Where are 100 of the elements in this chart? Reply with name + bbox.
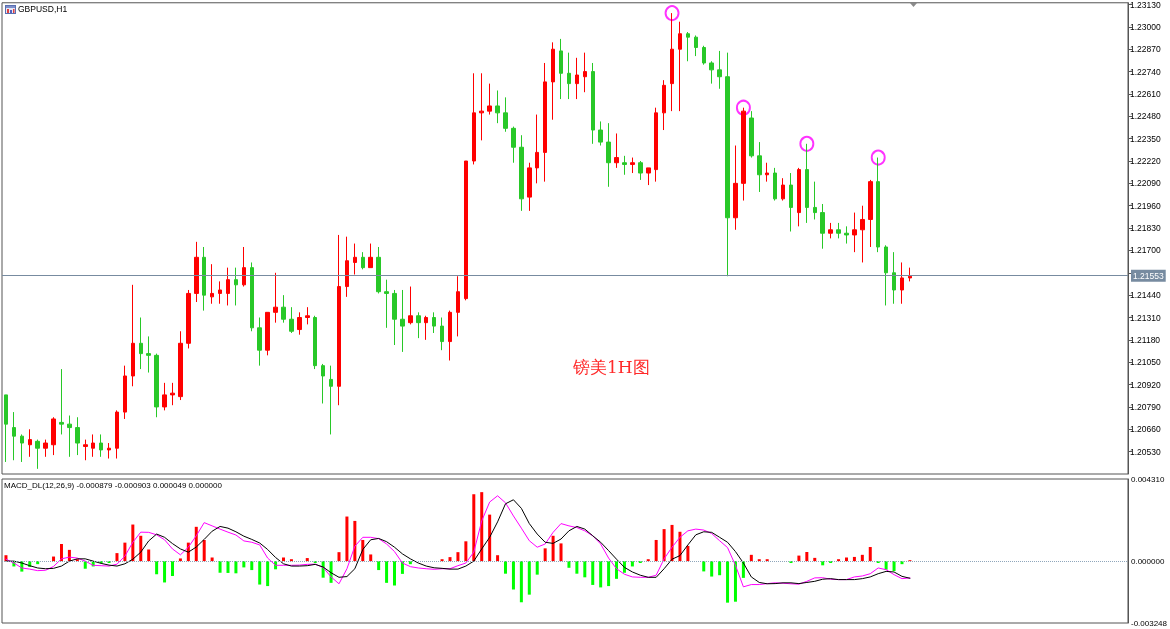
bar — [868, 547, 872, 562]
candlestick — [464, 160, 468, 301]
candlestick — [361, 251, 365, 270]
bar — [139, 535, 143, 562]
bar — [686, 545, 690, 562]
bar — [353, 520, 357, 562]
candlestick — [337, 234, 341, 406]
bar — [369, 554, 373, 562]
candlestick — [345, 236, 349, 298]
candlestick — [186, 289, 191, 349]
bar — [662, 529, 666, 562]
candlestick — [376, 246, 381, 294]
candlestick — [789, 172, 793, 233]
candlestick — [368, 243, 373, 269]
candlestick — [83, 439, 88, 461]
candlestick — [678, 21, 682, 112]
candlestick — [805, 143, 809, 224]
candlestick — [202, 246, 206, 312]
bar — [551, 535, 555, 562]
candlestick — [852, 212, 857, 253]
candlestick — [876, 157, 880, 253]
candlestick — [591, 62, 595, 145]
candlestick — [28, 428, 32, 458]
candlestick — [733, 145, 738, 231]
y-tick-label: 1.21310 — [1130, 312, 1161, 323]
candlestick — [139, 317, 143, 370]
candlestick — [860, 205, 865, 263]
bar — [345, 516, 349, 562]
candlestick — [900, 261, 904, 305]
bar — [718, 561, 722, 576]
y-tick-label: 1.23000 — [1130, 21, 1161, 32]
bar — [480, 492, 484, 562]
candlestick — [210, 263, 214, 305]
candlestick — [511, 126, 516, 164]
bar — [281, 557, 285, 562]
candlestick — [43, 439, 48, 458]
y-tick-label: 1.21180 — [1130, 334, 1161, 345]
bar — [805, 551, 809, 562]
candlestick — [583, 52, 587, 93]
bar — [250, 561, 254, 571]
bar — [123, 542, 127, 562]
candlestick — [416, 311, 421, 339]
y-tick-label: 1.21700 — [1130, 245, 1161, 256]
point — [799, 135, 815, 152]
candlestick — [4, 394, 8, 463]
candlestick — [844, 225, 849, 245]
candlestick — [622, 155, 627, 176]
y-tick-label: 1.22090 — [1130, 178, 1161, 189]
y-tick-label: 1.22740 — [1130, 66, 1161, 77]
candlestick — [781, 177, 785, 202]
y-tick-label: 0.004310 — [1130, 474, 1165, 484]
bar — [377, 561, 381, 571]
candlestick — [440, 317, 444, 351]
bar — [733, 561, 737, 602]
candlestick — [353, 243, 357, 276]
y-tick-label: 1.22870 — [1130, 44, 1161, 55]
bar — [591, 561, 595, 585]
bar — [115, 553, 119, 562]
candlestick — [107, 442, 111, 460]
candlestick — [265, 311, 270, 356]
bar — [654, 539, 658, 562]
candlestick — [535, 114, 539, 184]
candlestick — [59, 368, 64, 435]
candlestick — [91, 433, 95, 458]
candlestick — [424, 315, 428, 341]
candlestick — [820, 203, 825, 250]
candlestick — [321, 363, 325, 404]
bar — [511, 561, 515, 590]
candlestick — [749, 110, 754, 159]
bar — [543, 548, 547, 562]
bar — [170, 561, 174, 576]
candlestick — [828, 222, 833, 239]
candlestick — [472, 72, 476, 165]
bar — [527, 561, 531, 595]
y-tick-label: 1.22350 — [1130, 133, 1161, 144]
candlestick — [662, 79, 666, 131]
y-tick-label: 1.21830 — [1130, 223, 1161, 234]
candlestick — [250, 261, 254, 332]
candlestick — [146, 335, 151, 374]
candlestick — [503, 96, 508, 133]
candlestick — [178, 330, 183, 401]
y-tick-label: 1.20660 — [1130, 424, 1161, 435]
candlestick — [313, 315, 317, 370]
bar — [749, 554, 753, 562]
candlestick — [448, 310, 452, 361]
candlestick — [329, 365, 333, 435]
candlestick — [35, 439, 40, 470]
candlestick — [527, 162, 532, 212]
candlestick — [257, 317, 262, 367]
candlestick — [289, 306, 294, 334]
candlestick — [519, 134, 524, 212]
y-tick-label: 1.21960 — [1130, 200, 1161, 211]
y-tick-label: 1.22220 — [1130, 156, 1161, 166]
candlestick — [408, 286, 413, 325]
bar — [535, 561, 539, 575]
candlestick — [99, 433, 103, 458]
bar — [599, 561, 603, 588]
candlestick — [694, 34, 698, 57]
annotation: 镑美1H图 — [572, 356, 650, 377]
bar — [456, 552, 460, 562]
